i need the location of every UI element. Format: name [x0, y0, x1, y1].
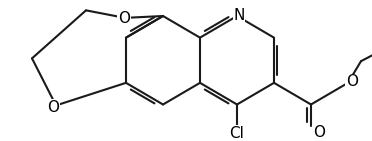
Text: O: O: [118, 11, 130, 26]
Text: O: O: [47, 100, 59, 115]
Text: O: O: [346, 74, 358, 89]
Text: O: O: [313, 125, 325, 140]
Text: Cl: Cl: [230, 126, 244, 141]
Text: N: N: [233, 8, 245, 23]
